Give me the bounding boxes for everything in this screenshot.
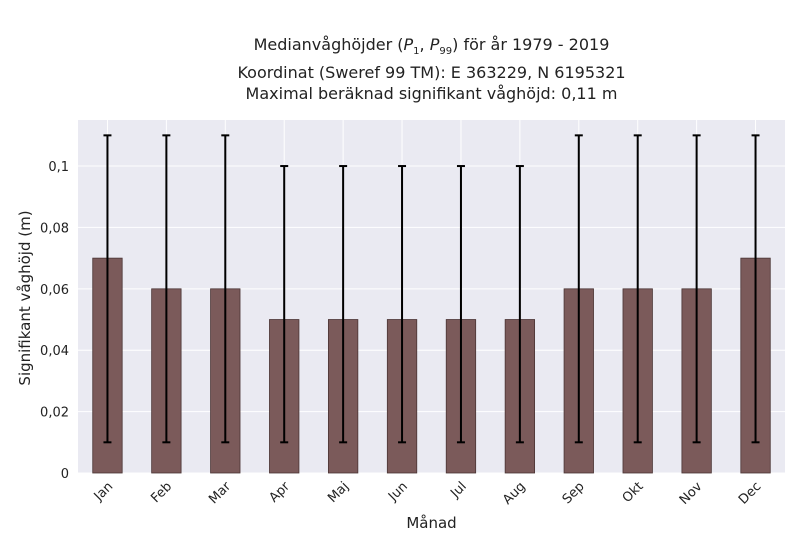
x-tick-label: Nov bbox=[677, 479, 706, 508]
x-axis-label: Månad bbox=[406, 514, 457, 532]
y-axis-label: Signifikant våghöjd (m) bbox=[16, 210, 34, 386]
x-tick-label: Jul bbox=[447, 479, 469, 501]
y-tick-label: 0,08 bbox=[40, 221, 69, 236]
chart-subtitle-coordinates: Koordinat (Sweref 99 TM): E 363229, N 61… bbox=[237, 63, 626, 83]
x-tick-label: Aug bbox=[500, 479, 529, 508]
chart-subtitle-max-height: Maximal beräknad signifikant våghöjd: 0,… bbox=[245, 84, 618, 104]
x-tick-label: Apr bbox=[267, 479, 294, 506]
x-tick-label: Feb bbox=[148, 479, 175, 506]
x-tick-label: Maj bbox=[325, 479, 352, 506]
x-tick-label: Jan bbox=[91, 479, 116, 504]
chart-title: Medianvåghöjder (P1, P99) för år 1979 - … bbox=[78, 34, 785, 104]
y-tick-label: 0 bbox=[61, 467, 69, 482]
y-tick-label: 0,04 bbox=[40, 344, 69, 359]
y-tick-label: 0,02 bbox=[40, 406, 69, 421]
plot-area bbox=[78, 120, 785, 473]
y-tick-label: 0,06 bbox=[40, 283, 69, 298]
x-tick-label: Okt bbox=[620, 479, 647, 506]
x-tick-label: Dec bbox=[736, 479, 764, 507]
chart-title-line: Medianvåghöjder (P1, P99) för år 1979 - … bbox=[253, 35, 610, 58]
y-tick-label: 0,1 bbox=[48, 160, 69, 175]
x-tick-label: Sep bbox=[560, 479, 588, 507]
x-tick-label: Jun bbox=[385, 479, 411, 505]
x-tick-label: Mar bbox=[206, 479, 234, 507]
